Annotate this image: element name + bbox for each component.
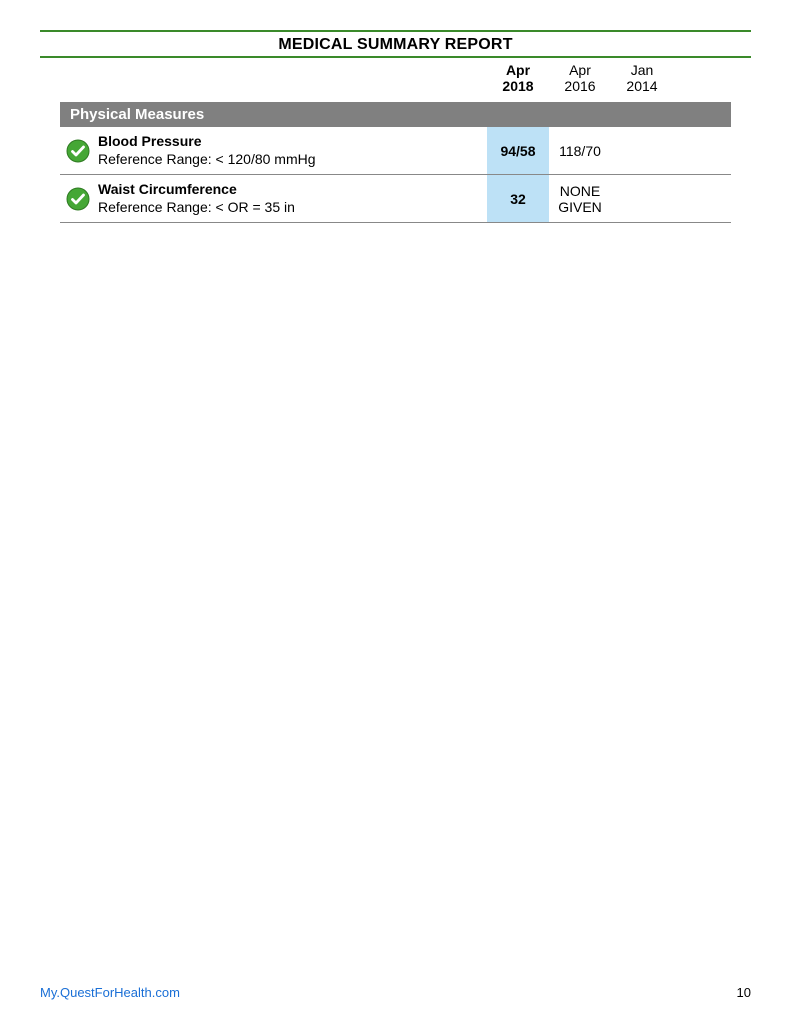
- date-month: Apr: [506, 62, 530, 78]
- footer-link[interactable]: My.QuestForHealth.com: [40, 985, 180, 1000]
- status-icon-cell: [60, 175, 96, 222]
- measure-value-current: 94/58: [487, 127, 549, 174]
- date-year: 2014: [611, 78, 673, 94]
- measure-value: 118/70: [549, 127, 611, 174]
- date-col-current: Apr 2018: [487, 62, 549, 94]
- date-header-spacer: [60, 62, 487, 94]
- check-ok-icon: [66, 139, 90, 163]
- check-ok-icon: [66, 187, 90, 211]
- measure-value: [611, 175, 731, 222]
- measure-value: [611, 127, 731, 174]
- measure-value-current: 32: [487, 175, 549, 222]
- date-month: Apr: [569, 62, 591, 78]
- report-title: MEDICAL SUMMARY REPORT: [40, 32, 751, 56]
- page-number: 10: [737, 985, 751, 1000]
- measure-label: Waist Circumference Reference Range: < O…: [96, 175, 487, 222]
- measure-row: Blood Pressure Reference Range: < 120/80…: [60, 127, 731, 175]
- date-col: Apr 2016: [549, 62, 611, 94]
- measure-reference: Reference Range: < OR = 35 in: [98, 199, 487, 217]
- date-col: Jan 2014: [611, 62, 731, 94]
- date-year: 2016: [549, 78, 611, 94]
- page-footer: My.QuestForHealth.com 10: [40, 985, 751, 1000]
- report-table: Apr 2018 Apr 2016 Jan 2014 Physical Meas…: [60, 58, 731, 223]
- section-header: Physical Measures: [60, 102, 731, 127]
- status-icon-cell: [60, 127, 96, 174]
- measure-row: Waist Circumference Reference Range: < O…: [60, 175, 731, 223]
- measure-reference: Reference Range: < 120/80 mmHg: [98, 151, 487, 169]
- measure-name: Waist Circumference: [98, 181, 487, 199]
- measure-label: Blood Pressure Reference Range: < 120/80…: [96, 127, 487, 174]
- date-month: Jan: [631, 62, 654, 78]
- measure-name: Blood Pressure: [98, 133, 487, 151]
- date-header-row: Apr 2018 Apr 2016 Jan 2014: [60, 58, 731, 102]
- measure-value: NONE GIVEN: [549, 175, 611, 222]
- date-year: 2018: [487, 78, 549, 94]
